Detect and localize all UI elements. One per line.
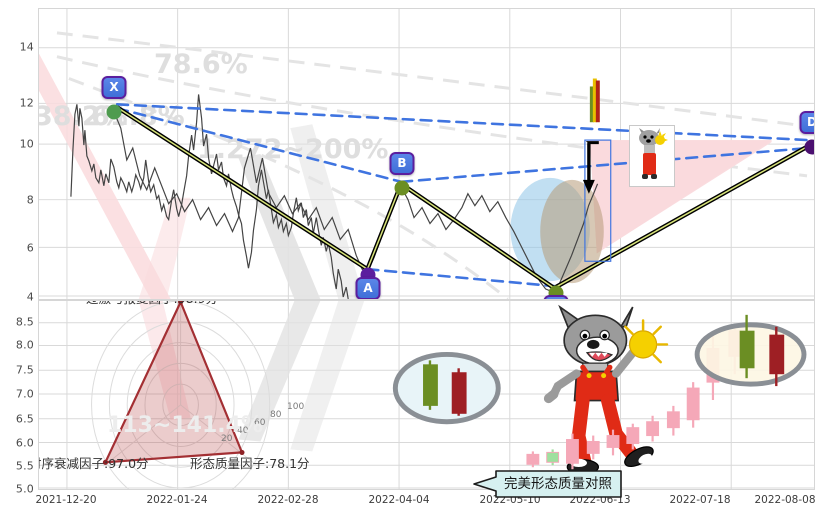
y-tick-bottom: 7.5: [15, 363, 34, 377]
reference-ellipse-left: [392, 351, 501, 425]
radar-scale-100: 100: [287, 402, 305, 412]
radar-scale-80: 80: [270, 410, 282, 420]
wolf-icon-small: [639, 128, 668, 179]
pattern-point-label: X: [101, 76, 127, 99]
pattern-point-marker: [106, 104, 122, 120]
y-tick-bottom: 8.5: [15, 315, 34, 329]
pattern-point-x[interactable]: X: [101, 76, 127, 125]
radar-label-right: 形态质量因子:78.1分: [190, 456, 310, 471]
y-tick-top: 8: [26, 193, 34, 207]
x-tick: 2022-01-24: [146, 494, 208, 506]
radar-scale-40: 40: [237, 426, 249, 436]
pattern-point-label: A: [355, 277, 381, 299]
fibonacci-arcs: [56, 31, 808, 299]
x-tick: 2022-04-04: [368, 494, 430, 506]
y-tick-top: 14: [19, 40, 34, 54]
y-tick-top: 4: [26, 290, 34, 304]
pattern-point-label: D: [799, 111, 814, 134]
pattern-point-a[interactable]: A: [355, 262, 381, 299]
breakout-highlight: [510, 177, 604, 284]
y-tick-bottom: 5.0: [15, 482, 34, 496]
radar-chart: [91, 301, 271, 489]
candlestick-series: [392, 314, 807, 470]
radar-scale-20: 20: [221, 434, 233, 444]
quality-factor-panel: 20 40 60 80 100 113~141.4%: [38, 300, 815, 490]
radar-label-left: 时序衰减因子:97.0分: [38, 456, 149, 471]
background-sweep-bands-bottom: [138, 301, 365, 452]
entry-arrow: [582, 78, 612, 262]
pattern-projection-lines: [115, 103, 810, 288]
pattern-point-d[interactable]: D: [799, 111, 814, 160]
pattern-point-marker: [394, 180, 410, 196]
pattern-point-label: C: [543, 295, 569, 299]
mascot-thumbnail: [629, 125, 675, 187]
x-tick: 2022-07-18: [669, 494, 731, 506]
pattern-point-label: B: [389, 152, 415, 175]
callout-shape: [473, 470, 622, 498]
y-tick-top: 6: [26, 241, 34, 255]
y-tick-bottom: 6.0: [15, 436, 34, 450]
y-tick-bottom: 6.5: [15, 412, 34, 426]
callout-label: 完美形态质量对照: [504, 476, 612, 492]
radar-scale-60: 60: [254, 418, 266, 428]
x-tick: 2021-12-20: [35, 494, 97, 506]
y-tick-top: 12: [19, 96, 34, 110]
y-tick-bottom: 8.0: [15, 338, 34, 352]
reference-ellipse-right: [694, 314, 807, 387]
y-tick-bottom: 5.5: [15, 459, 34, 473]
y-tick-bottom: 7.0: [15, 387, 34, 401]
comparison-callout[interactable]: 完美形态质量对照: [470, 470, 622, 498]
y-tick-top: 10: [19, 137, 34, 151]
harmonic-pattern-panel: 78.6% 38.2% 61.8% 1.272~200%: [38, 8, 815, 300]
pattern-point-b[interactable]: B: [389, 152, 415, 201]
pattern-point-c[interactable]: C: [543, 280, 569, 299]
pattern-point-marker: [804, 139, 814, 155]
x-tick: 2022-02-28: [257, 494, 319, 506]
radar-label-top: 过激与报复因子:98.9分: [86, 301, 218, 307]
x-tick: 2022-08-08: [754, 494, 816, 506]
